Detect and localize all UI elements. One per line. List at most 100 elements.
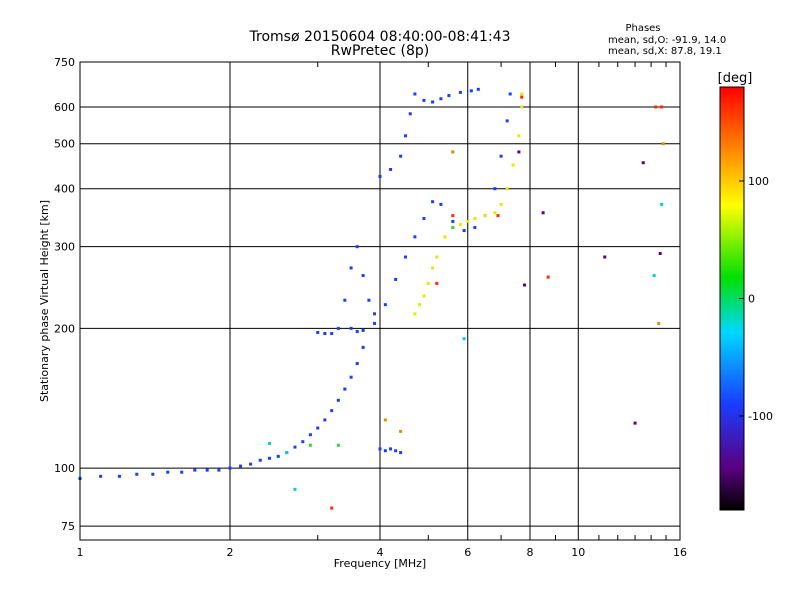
- data-point: [462, 229, 466, 233]
- data-point: [399, 451, 403, 455]
- colorbar-ticks: 100 0 -100: [739, 175, 773, 423]
- data-point: [431, 200, 435, 204]
- data-point: [323, 418, 327, 422]
- data-point: [462, 337, 466, 341]
- y-tick-label: 750: [54, 56, 75, 69]
- data-point: [546, 275, 550, 279]
- data-points: [78, 87, 665, 510]
- grid-lines: [80, 62, 680, 540]
- data-point: [330, 409, 334, 413]
- data-point: [483, 214, 487, 218]
- data-point: [349, 326, 353, 330]
- data-point: [654, 105, 658, 109]
- data-point: [336, 326, 340, 330]
- phase-stat-x: mean, sd,X: 87.8, 19.1: [608, 46, 722, 57]
- data-point: [505, 187, 509, 191]
- data-point: [657, 321, 661, 325]
- data-point: [426, 281, 430, 285]
- data-point: [403, 134, 407, 138]
- data-point: [435, 255, 439, 259]
- data-point: [151, 472, 155, 476]
- data-point: [633, 421, 637, 425]
- data-point: [336, 398, 340, 402]
- data-point: [330, 506, 334, 510]
- x-tick-label: 4: [377, 546, 384, 559]
- data-point: [308, 443, 312, 447]
- data-point: [660, 202, 664, 206]
- data-point: [511, 163, 515, 167]
- axis-ticks: 1 2 4 6 8 10 16 75 100 200 300 400 500 600 750: [54, 56, 687, 559]
- data-point: [117, 474, 121, 478]
- data-point: [378, 174, 382, 178]
- y-tick-label: 100: [54, 462, 75, 475]
- data-point: [520, 95, 524, 99]
- data-point: [458, 222, 462, 226]
- x-axis-label: Frequency [MHz]: [334, 557, 426, 570]
- data-point: [523, 283, 527, 287]
- data-point: [508, 92, 512, 96]
- data-point: [603, 255, 607, 259]
- data-point: [451, 219, 455, 223]
- data-point: [458, 90, 462, 94]
- data-point: [394, 449, 398, 453]
- data-point: [447, 94, 451, 98]
- phase-header: Phases: [625, 23, 660, 34]
- data-point: [541, 211, 545, 215]
- data-point: [476, 87, 480, 91]
- data-point: [473, 217, 477, 221]
- data-point: [249, 462, 253, 466]
- data-point: [505, 119, 509, 123]
- data-point: [431, 100, 435, 104]
- data-point: [378, 447, 382, 451]
- y-tick-label: 600: [54, 101, 75, 114]
- colorbar-tick-label: 100: [748, 175, 769, 188]
- data-point: [422, 217, 426, 221]
- phase-stat-o: mean, sd,O: -91.9, 14.0: [608, 35, 726, 46]
- colorbar-label: [deg]: [718, 71, 753, 86]
- data-point: [361, 274, 365, 278]
- data-point: [336, 443, 340, 447]
- x-tick-label: 16: [673, 546, 687, 559]
- data-point: [258, 458, 262, 462]
- x-tick-label: 6: [464, 546, 471, 559]
- data-point: [658, 252, 662, 256]
- data-point: [520, 92, 524, 96]
- y-axis-label: Stationary phase Virtual Height [km]: [38, 200, 51, 402]
- colorbar-tick-label: -100: [748, 410, 773, 423]
- data-point: [451, 225, 455, 229]
- plot-frame: [79, 61, 681, 541]
- y-tick-label: 75: [61, 520, 75, 533]
- data-point: [520, 105, 524, 109]
- data-point: [355, 245, 359, 249]
- data-point: [293, 445, 297, 449]
- data-point: [267, 456, 271, 460]
- data-point: [517, 150, 521, 154]
- data-point: [661, 142, 665, 146]
- data-point: [435, 281, 439, 285]
- data-point: [408, 112, 412, 116]
- data-point: [205, 468, 209, 472]
- data-point: [496, 214, 500, 218]
- x-tick-label: 8: [527, 546, 534, 559]
- data-point: [473, 225, 477, 229]
- data-point: [466, 219, 470, 223]
- data-point: [367, 298, 371, 302]
- data-point: [239, 464, 243, 468]
- data-point: [349, 375, 353, 379]
- data-point: [417, 303, 421, 307]
- data-point: [413, 92, 417, 96]
- chart-subtitle: RwPretec (8p): [331, 43, 429, 59]
- data-point: [316, 330, 320, 334]
- data-point: [308, 433, 312, 437]
- y-tick-label: 200: [54, 322, 75, 335]
- data-point: [641, 161, 645, 165]
- data-point: [383, 449, 387, 453]
- data-point: [343, 298, 347, 302]
- data-point: [413, 312, 417, 316]
- data-point: [389, 167, 393, 171]
- data-point: [399, 154, 403, 158]
- data-point: [355, 329, 359, 333]
- data-point: [343, 387, 347, 391]
- data-point: [166, 470, 170, 474]
